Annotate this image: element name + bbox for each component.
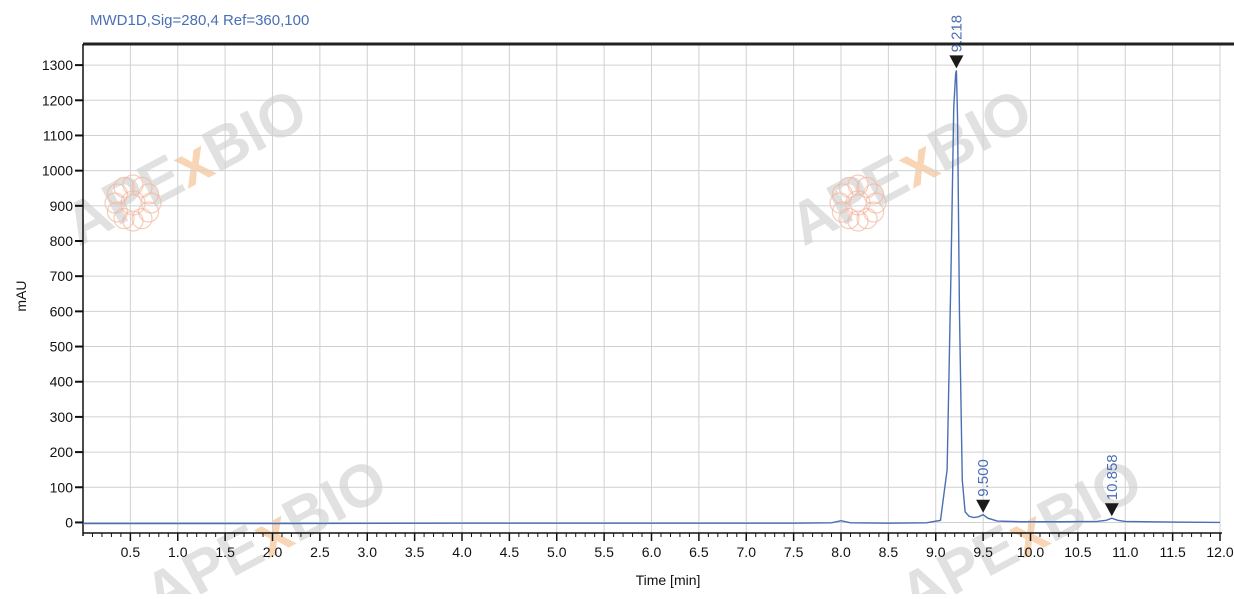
y-tick-label: 1300 [42, 57, 73, 73]
watermark-flower-icon [829, 174, 887, 232]
watermark-petal [831, 201, 854, 223]
peak-marker [949, 55, 964, 69]
watermark-logo: APExBIO [133, 445, 397, 599]
signal-title: MWD1D,Sig=280,4 Ref=360,100 [90, 12, 309, 29]
watermark-petal [862, 183, 885, 205]
x-tick-label: 3.0 [358, 544, 378, 560]
y-tick-label: 400 [50, 374, 74, 390]
y-tick-label: 200 [50, 444, 74, 460]
x-tick-label: 1.0 [168, 544, 188, 560]
y-tick-label: 1100 [43, 127, 73, 143]
watermark-logo: APExBIO [778, 75, 1042, 258]
x-tick-label: 11.5 [1160, 544, 1186, 560]
watermark-layer: APExBIOAPExBIOAPExBIOAPExBIO [53, 75, 1152, 599]
peak-label: 10.858 [1104, 454, 1121, 500]
x-tick-label: 11.0 [1112, 544, 1138, 560]
peak-annotations: 9.218 9.500 10.858 [948, 15, 1121, 517]
y-axis: 0 100 200 300 400 500 600 700 800 900 1000 1100 1200… [42, 57, 83, 530]
y-tick-label: 100 [50, 479, 74, 495]
x-tick-label: 10.0 [1017, 544, 1044, 560]
x-axis-title: Time [min] [636, 572, 701, 588]
x-tick-label: 9.0 [926, 544, 946, 560]
watermark-petal [120, 190, 146, 216]
y-tick-label: 500 [50, 339, 74, 355]
x-tick-label: 5.5 [594, 544, 614, 560]
watermark-text: APExBIO [778, 75, 1042, 258]
watermark-petal [113, 176, 135, 199]
x-tick-label: 10.5 [1064, 544, 1091, 560]
y-tick-label: 300 [50, 409, 74, 425]
x-tick-label: 9.5 [973, 544, 993, 560]
x-tick-label: 7.5 [784, 544, 804, 560]
grid-lines [83, 44, 1221, 533]
watermark-text: APExBIO [53, 75, 317, 258]
peak-marker [976, 499, 991, 513]
watermark-petal [137, 183, 160, 205]
y-tick-label: 800 [50, 233, 74, 249]
watermark-petal [131, 207, 153, 230]
x-tick-label: 4.0 [452, 544, 472, 560]
x-tick-label: 5.0 [547, 544, 567, 560]
y-tick-label: 1200 [42, 92, 73, 108]
peak-marker [1104, 503, 1119, 517]
y-tick-label: 700 [50, 268, 74, 284]
y-axis-title: mAU [13, 280, 29, 311]
x-tick-label: 2.5 [310, 544, 330, 560]
watermark-flower-icon [104, 174, 162, 232]
x-tick-label: 12.0 [1206, 544, 1233, 560]
x-tick-label: 7.0 [737, 544, 757, 560]
x-tick-label: 8.0 [831, 544, 851, 560]
watermark-petal [131, 176, 153, 199]
chromatogram-trace [83, 70, 1221, 525]
watermark-text: APExBIO [133, 445, 397, 594]
x-tick-label: 6.0 [642, 544, 662, 560]
x-tick-label: 8.5 [879, 544, 899, 560]
y-tick-label: 1000 [42, 163, 73, 179]
x-tick-label: 6.5 [689, 544, 709, 560]
peak-label: 9.500 [975, 459, 992, 497]
x-tick-label: 3.5 [405, 544, 425, 560]
x-tick-label: 2.0 [263, 544, 283, 560]
y-tick-label: 600 [50, 303, 74, 319]
watermark-petal [845, 190, 871, 216]
x-tick-label: 4.5 [500, 544, 520, 560]
watermark-petal [856, 176, 878, 199]
x-axis: 0.5 1.0 1.5 2.0 2.5 3.0 3.5 4.0 4.5 5.0 5.5 6.0 6.5 7… [91, 533, 1234, 560]
peak-label: 9.218 [948, 15, 965, 53]
watermark-petal [106, 201, 129, 223]
x-tick-label: 0.5 [121, 544, 141, 560]
watermark-petal [838, 176, 860, 199]
watermark-logo: APExBIO [53, 75, 317, 258]
x-tick-label: 1.5 [215, 544, 235, 560]
y-tick-label: 0 [65, 514, 73, 530]
watermark-petal [856, 207, 878, 230]
y-tick-label: 900 [50, 198, 74, 214]
